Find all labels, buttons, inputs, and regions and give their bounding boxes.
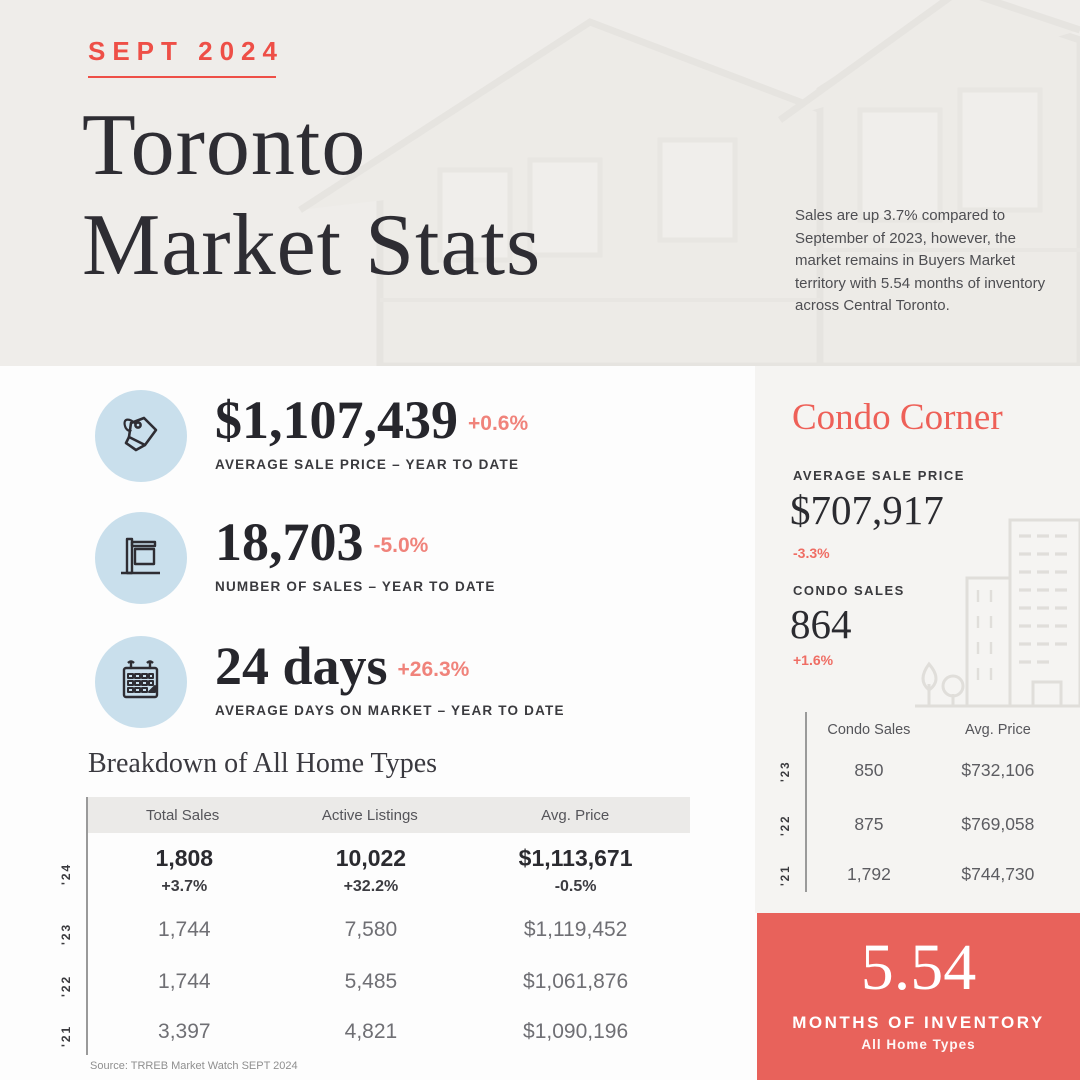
stat-days-on-market: 24 days +26.3% AVERAGE DAYS ON MARKET – Y…	[95, 636, 565, 728]
header-banner: SEPT 2024 Toronto Market Stats Sales are…	[0, 0, 1080, 366]
column-header-condo-sales: Condo Sales	[827, 722, 911, 738]
year-label-22: '22	[59, 974, 73, 997]
inventory-sublabel: All Home Types	[861, 1037, 976, 1052]
year-label-23: '23	[780, 760, 792, 782]
condo-avg-price-value: $707,917	[790, 487, 944, 533]
price-tags-icon	[95, 390, 187, 482]
breakdown-table-header: Total Sales Active Listings Avg. Price	[86, 797, 690, 833]
date-underline	[88, 76, 276, 78]
avg-price-value: $1,113,671	[518, 845, 633, 871]
table-row: 850 $732,106	[807, 760, 1065, 781]
avg-price-change: -0.5%	[554, 878, 597, 895]
column-header-active-listings: Active Listings	[321, 806, 418, 824]
condo-price-value: $744,730	[961, 864, 1035, 884]
condo-sales-value: 864	[790, 601, 852, 647]
stat-value: $1,107,439	[215, 390, 458, 450]
table-row: 1,808 +3.7% 10,022 +32.2% $1,113,671 -0.…	[88, 845, 690, 896]
stat-label: AVERAGE SALE PRICE – YEAR TO DATE	[215, 456, 520, 472]
total-sales-value: 3,397	[158, 1020, 211, 1043]
condo-table-header: Condo Sales Avg. Price	[807, 722, 1065, 738]
months-of-inventory-card: 5.54 MONTHS OF INVENTORY All Home Types	[757, 913, 1080, 1080]
condo-sales-value: 875	[854, 814, 884, 834]
stat-value: 24 days	[215, 636, 388, 696]
condo-price-value: $732,106	[961, 760, 1035, 780]
for-sale-sign-icon	[95, 512, 187, 604]
year-label-22: '22	[780, 814, 792, 836]
year-label-24: '24	[59, 862, 73, 885]
avg-price-value: $1,119,452	[523, 918, 628, 941]
stat-change: +0.6%	[468, 412, 529, 435]
market-summary-text: Sales are up 3.7% compared to September …	[795, 207, 1046, 314]
faded-house-photo	[298, 0, 1080, 366]
stat-change: +26.3%	[397, 658, 470, 681]
active-listings-change: +32.2%	[343, 878, 399, 895]
stat-value: 18,703	[215, 512, 364, 572]
condo-avg-price-change: -3.3%	[793, 545, 830, 561]
stat-number-of-sales: 18,703 -5.0% NUMBER OF SALES – YEAR TO DA…	[95, 512, 496, 604]
year-label-23: '23	[59, 922, 73, 945]
breakdown-title: Breakdown of All Home Types	[88, 748, 438, 779]
active-listings-value: 4,821	[344, 1020, 398, 1043]
condo-sales-value: 850	[854, 760, 884, 780]
condo-sales-change: +1.6%	[793, 652, 834, 668]
total-sales-value: 1,744	[158, 918, 211, 941]
stat-label: NUMBER OF SALES – YEAR TO DATE	[215, 578, 496, 594]
inventory-value: 5.54	[860, 931, 977, 1004]
year-label-21: '21	[780, 864, 792, 886]
breakdown-table-divider	[86, 797, 88, 1055]
table-row: 3,397 4,821 $1,090,196	[88, 1020, 690, 1044]
source-note: Source: TRREB Market Watch SEPT 2024	[90, 1060, 298, 1072]
page-title-line1: Toronto	[82, 97, 367, 194]
date-label: SEPT 2024	[88, 36, 284, 66]
condo-sales-label: CONDO SALES	[793, 583, 905, 598]
table-row: 875 $769,058	[807, 814, 1065, 835]
condo-table-divider	[805, 712, 807, 892]
total-sales-value: 1,808	[155, 845, 214, 871]
active-listings-value: 5,485	[344, 970, 398, 993]
column-header-total-sales: Total Sales	[145, 806, 220, 824]
avg-price-value: $1,090,196	[523, 1020, 629, 1043]
page-title: Toronto Market Stats	[82, 96, 541, 297]
avg-price-value: $1,061,876	[523, 970, 629, 993]
total-sales-value: 1,744	[158, 970, 211, 993]
total-sales-change: +3.7%	[161, 878, 208, 895]
table-row: 1,792 $744,730	[807, 864, 1065, 885]
table-row: 1,744 7,580 $1,119,452	[88, 918, 690, 942]
column-header-avg-price: Avg. Price	[964, 722, 1031, 738]
condo-price-value: $769,058	[961, 814, 1035, 834]
stat-change: -5.0%	[373, 534, 429, 557]
active-listings-value: 7,580	[344, 918, 398, 941]
column-header-avg-price: Avg. Price	[541, 806, 610, 824]
condo-buildings-illustration	[915, 518, 1080, 708]
calendar-icon	[95, 636, 187, 728]
stat-average-sale-price: $1,107,439 +0.6% AVERAGE SALE PRICE – YEA…	[95, 390, 528, 482]
table-row: 1,744 5,485 $1,061,876	[88, 970, 690, 994]
condo-avg-price-label: AVERAGE SALE PRICE	[793, 468, 965, 483]
page-title-line2: Market Stats	[82, 197, 542, 295]
condo-sales-value: 1,792	[847, 864, 891, 884]
inventory-label: MONTHS OF INVENTORY	[792, 1013, 1045, 1032]
condo-corner-title: Condo Corner	[792, 397, 1003, 438]
active-listings-value: 10,022	[335, 845, 407, 871]
year-label-21: '21	[59, 1024, 73, 1047]
stat-label: AVERAGE DAYS ON MARKET – YEAR TO DATE	[215, 702, 565, 718]
